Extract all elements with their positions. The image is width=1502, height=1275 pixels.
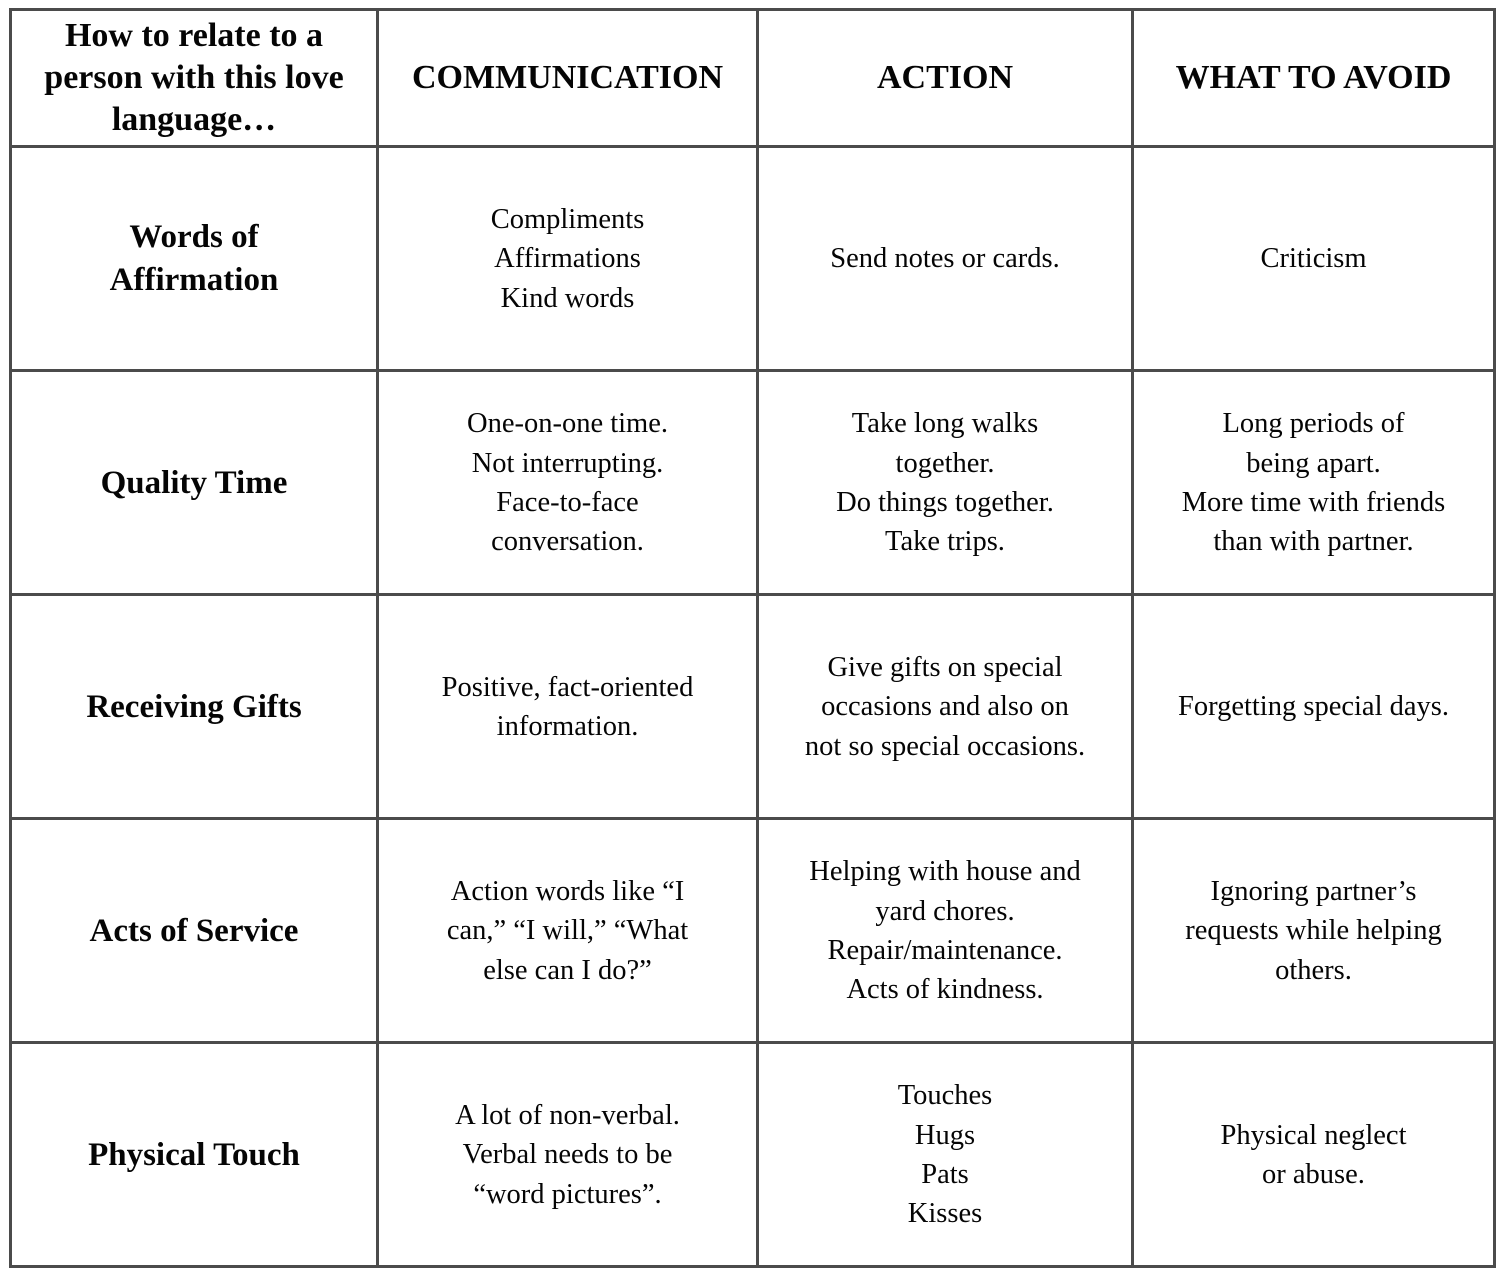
love-languages-table: How to relate to a person with this love…	[9, 7, 1496, 1269]
cell-action: Helping with house and yard chores. Repa…	[756, 817, 1134, 1045]
cell-communication: A lot of non-verbal. Verbal needs to be …	[376, 1041, 759, 1269]
row-label-quality-time: Quality Time	[9, 369, 379, 597]
cell-action: Touches Hugs Pats Kisses	[756, 1041, 1134, 1269]
cell-action: Send notes or cards.	[756, 145, 1134, 373]
cell-communication: Action words like “I can,” “I will,” “Wh…	[376, 817, 759, 1045]
cell-communication: Positive, fact-oriented information.	[376, 593, 759, 821]
table-row-acts-of-service: Acts of Service Action words like “I can…	[9, 817, 1496, 1045]
row-label-receiving-gifts: Receiving Gifts	[9, 593, 379, 821]
cell-avoid: Ignoring partner’s requests while helpin…	[1131, 817, 1496, 1045]
header-row: How to relate to a person with this love…	[9, 7, 1496, 149]
row-label-acts-of-service: Acts of Service	[9, 817, 379, 1045]
table-row-quality-time: Quality Time One-on-one time. Not interr…	[9, 369, 1496, 597]
header-communication: COMMUNICATION	[376, 7, 759, 149]
table-row-physical-touch: Physical Touch A lot of non-verbal. Verb…	[9, 1041, 1496, 1269]
cell-action: Give gifts on special occasions and also…	[756, 593, 1134, 821]
row-label-physical-touch: Physical Touch	[9, 1041, 379, 1269]
cell-avoid: Forgetting special days.	[1131, 593, 1496, 821]
cell-communication: One-on-one time. Not interrupting. Face-…	[376, 369, 759, 597]
cell-communication: Compliments Affirmations Kind words	[376, 145, 759, 373]
cell-avoid: Long periods of being apart. More time w…	[1131, 369, 1496, 597]
header-relate: How to relate to a person with this love…	[9, 7, 379, 149]
header-what-to-avoid: WHAT TO AVOID	[1131, 7, 1496, 149]
cell-avoid: Criticism	[1131, 145, 1496, 373]
header-action: ACTION	[756, 7, 1134, 149]
cell-avoid: Physical neglect or abuse.	[1131, 1041, 1496, 1269]
table-row-receiving-gifts: Receiving Gifts Positive, fact-oriented …	[9, 593, 1496, 821]
table-row-words-of-affirmation: Words of Affirmation Compliments Affirma…	[9, 145, 1496, 373]
cell-action: Take long walks together. Do things toge…	[756, 369, 1134, 597]
row-label-words-of-affirmation: Words of Affirmation	[9, 145, 379, 373]
